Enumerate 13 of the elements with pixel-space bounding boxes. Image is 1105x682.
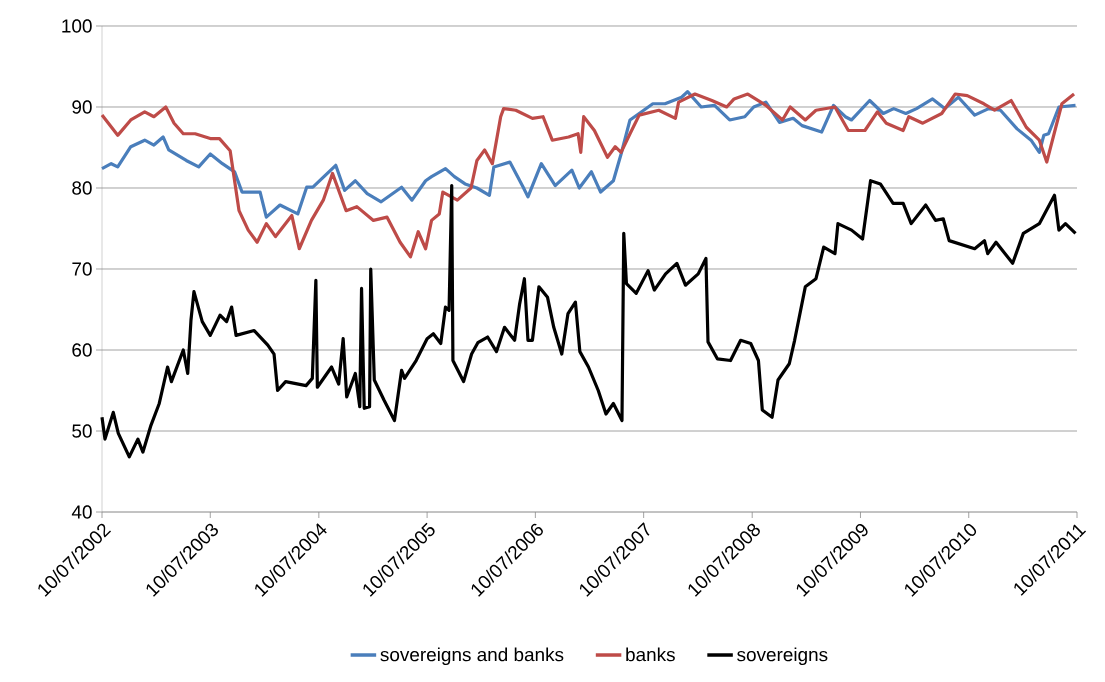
line-series [100,92,1076,259]
y-tick-label: 50 [72,424,92,438]
line-series [100,179,1078,459]
y-tick-label: 40 [71,505,92,519]
legend-label: sovereigns and banks [380,647,564,666]
y-tick-label: 100 [62,19,92,33]
legend-label: sovereigns [737,647,828,666]
y-tick-label: 70 [72,262,92,276]
y-tick-label: 80 [72,181,92,195]
line-series [100,90,1078,219]
y-tick-label: 90 [72,100,92,114]
y-tick-label: 60 [72,343,92,357]
legend-label: banks [626,647,675,662]
